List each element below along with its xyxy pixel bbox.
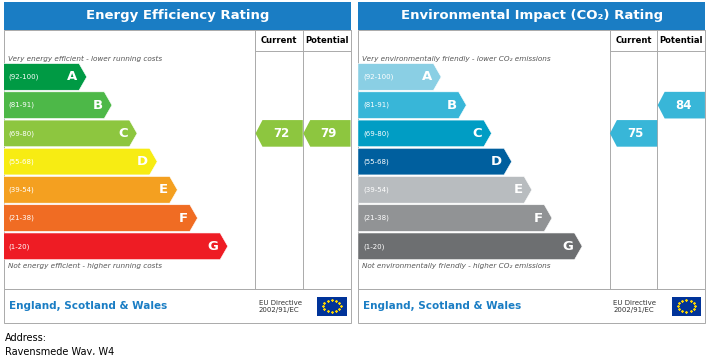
Bar <box>4 289 351 323</box>
Bar <box>4 2 351 30</box>
Text: A: A <box>421 70 432 83</box>
Polygon shape <box>358 176 532 203</box>
Text: Environmental Impact (CO₂) Rating: Environmental Impact (CO₂) Rating <box>400 10 663 22</box>
Polygon shape <box>358 205 552 231</box>
Bar <box>358 2 705 30</box>
Text: F: F <box>179 212 188 225</box>
Text: D: D <box>137 155 148 168</box>
Text: C: C <box>118 127 128 140</box>
Text: (55-68): (55-68) <box>363 158 389 165</box>
Text: Ravensmede Way, W4: Ravensmede Way, W4 <box>5 347 114 355</box>
Text: Very environmentally friendly - lower CO₂ emissions: Very environmentally friendly - lower CO… <box>362 56 551 62</box>
Text: F: F <box>534 212 542 225</box>
Text: (69-80): (69-80) <box>363 130 389 137</box>
Text: 79: 79 <box>321 127 337 140</box>
Text: (21-38): (21-38) <box>363 215 389 221</box>
Text: 75: 75 <box>627 127 643 140</box>
Text: (1-20): (1-20) <box>8 243 30 250</box>
Text: Address:: Address: <box>5 333 47 343</box>
Text: Potential: Potential <box>305 36 349 45</box>
Text: C: C <box>472 127 482 140</box>
Polygon shape <box>4 64 87 90</box>
Text: (81-91): (81-91) <box>363 102 389 108</box>
Text: (92-100): (92-100) <box>363 74 393 80</box>
Text: EU Directive
2002/91/EC: EU Directive 2002/91/EC <box>259 300 302 313</box>
Text: B: B <box>447 99 457 112</box>
Text: D: D <box>491 155 502 168</box>
Polygon shape <box>256 120 303 147</box>
Text: (39-54): (39-54) <box>8 187 35 193</box>
Text: E: E <box>159 183 168 196</box>
Polygon shape <box>4 176 177 203</box>
Polygon shape <box>358 64 441 90</box>
Polygon shape <box>4 205 198 231</box>
Bar <box>317 297 347 316</box>
Polygon shape <box>358 148 512 175</box>
Bar <box>358 30 705 289</box>
Text: (81-91): (81-91) <box>8 102 35 108</box>
Polygon shape <box>4 233 228 260</box>
Text: EU Directive
2002/91/EC: EU Directive 2002/91/EC <box>614 300 657 313</box>
Text: (1-20): (1-20) <box>363 243 385 250</box>
Polygon shape <box>4 148 157 175</box>
Text: Energy Efficiency Rating: Energy Efficiency Rating <box>85 10 269 22</box>
Bar <box>358 289 705 323</box>
Polygon shape <box>658 92 705 119</box>
Text: Very energy efficient - lower running costs: Very energy efficient - lower running co… <box>8 56 162 62</box>
Polygon shape <box>358 233 582 260</box>
Polygon shape <box>358 120 491 147</box>
Polygon shape <box>4 92 112 119</box>
Bar <box>671 297 701 316</box>
Text: (92-100): (92-100) <box>8 74 39 80</box>
Text: G: G <box>208 240 218 253</box>
Text: G: G <box>562 240 573 253</box>
Text: Not environmentally friendly - higher CO₂ emissions: Not environmentally friendly - higher CO… <box>362 263 551 269</box>
Text: (21-38): (21-38) <box>8 215 35 221</box>
Text: A: A <box>67 70 78 83</box>
Text: B: B <box>92 99 102 112</box>
Bar <box>4 30 351 289</box>
Text: Potential: Potential <box>659 36 703 45</box>
Text: 72: 72 <box>273 127 289 140</box>
Text: (69-80): (69-80) <box>8 130 35 137</box>
Text: Not energy efficient - higher running costs: Not energy efficient - higher running co… <box>8 263 162 269</box>
Text: (55-68): (55-68) <box>8 158 35 165</box>
Text: Current: Current <box>616 36 652 45</box>
Polygon shape <box>304 120 351 147</box>
Text: England, Scotland & Wales: England, Scotland & Wales <box>8 301 167 311</box>
Polygon shape <box>610 120 657 147</box>
Text: Current: Current <box>261 36 297 45</box>
Text: England, Scotland & Wales: England, Scotland & Wales <box>363 301 522 311</box>
Bar <box>256 30 351 51</box>
Polygon shape <box>4 120 137 147</box>
Bar <box>610 30 705 51</box>
Text: (39-54): (39-54) <box>363 187 389 193</box>
Text: 84: 84 <box>675 99 691 112</box>
Text: E: E <box>513 183 522 196</box>
Polygon shape <box>358 92 467 119</box>
